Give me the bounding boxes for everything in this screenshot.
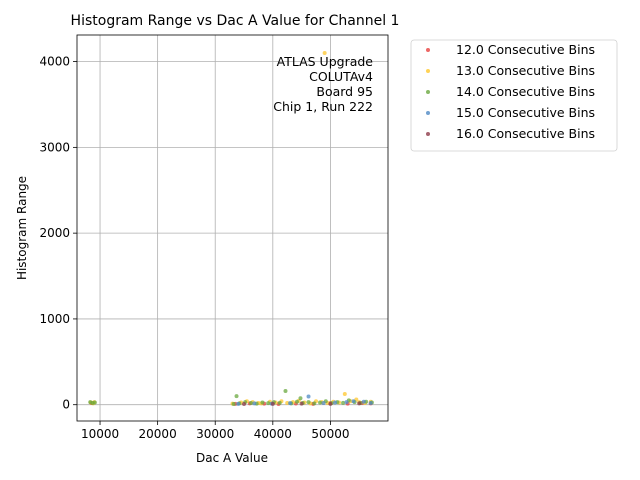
legend-entry: 16.0 Consecutive Bins — [456, 126, 595, 141]
data-point — [260, 400, 265, 405]
data-point — [252, 401, 257, 406]
data-point — [321, 400, 326, 405]
y-tick-label: 1000 — [39, 312, 70, 326]
x-tick-label: 30000 — [196, 427, 234, 441]
data-point — [266, 401, 271, 406]
data-point — [368, 400, 373, 405]
data-point — [333, 400, 338, 405]
data-point — [298, 396, 303, 401]
data-point — [283, 388, 288, 393]
y-axis-label: Histogram Range — [15, 176, 29, 280]
data-point — [242, 402, 247, 407]
x-tick-label: 20000 — [139, 427, 177, 441]
x-tick-label: 10000 — [81, 427, 119, 441]
data-point — [322, 51, 327, 56]
legend: 12.0 Consecutive Bins 13.0 Consecutive Bi… — [410, 39, 618, 152]
x-axis-label: Dac A Value — [196, 451, 268, 465]
legend-frame — [410, 39, 618, 152]
data-point — [344, 400, 349, 405]
legend-marker — [426, 48, 430, 52]
legend-entry: 12.0 Consecutive Bins — [456, 42, 595, 57]
legend-marker — [426, 132, 430, 136]
data-point — [306, 394, 311, 399]
data-point — [306, 400, 311, 405]
legend-entry: 13.0 Consecutive Bins — [456, 63, 595, 78]
x-tick-label: 50000 — [311, 427, 349, 441]
data-point — [285, 400, 290, 405]
annotation-line: COLUTAv4 — [309, 69, 373, 84]
data-point — [234, 394, 239, 399]
data-point — [236, 401, 241, 406]
data-point — [361, 399, 366, 404]
y-tick-label: 4000 — [39, 55, 70, 69]
data-point — [248, 400, 253, 405]
legend-marker — [426, 111, 430, 115]
data-point — [299, 401, 304, 406]
data-point — [342, 391, 347, 396]
data-point — [318, 400, 323, 405]
y-tick-label: 0 — [62, 398, 70, 412]
legend-entry: 14.0 Consecutive Bins — [456, 84, 595, 99]
legend-entry: 15.0 Consecutive Bins — [456, 105, 595, 120]
legend-marker — [426, 90, 430, 94]
data-point — [312, 401, 317, 406]
data-point — [328, 401, 333, 406]
data-point — [92, 400, 97, 405]
y-tick-label: 2000 — [39, 226, 70, 240]
y-tick-label: 3000 — [39, 140, 70, 154]
data-point — [231, 402, 236, 407]
chart-title: Histogram Range vs Dac A Value for Chann… — [71, 13, 400, 29]
x-axis-ticks: 10000 20000 30000 40000 50000 — [81, 421, 350, 441]
x-tick-label: 40000 — [254, 427, 292, 441]
annotation-box: ATLAS Upgrade COLUTAv4 Board 95 Chip 1, … — [273, 54, 373, 114]
plot-frame — [76, 34, 389, 422]
data-point — [357, 401, 362, 406]
data-points — [88, 51, 374, 407]
legend-marker — [426, 69, 430, 73]
annotation-line: ATLAS Upgrade — [277, 54, 374, 69]
y-axis-ticks: 0 1000 2000 3000 4000 — [39, 55, 77, 412]
data-point — [277, 400, 282, 405]
data-point — [288, 401, 293, 406]
data-point — [341, 400, 346, 405]
data-point — [295, 399, 300, 404]
annotation-line: Chip 1, Run 222 — [273, 99, 373, 114]
data-point — [351, 399, 356, 404]
data-point — [270, 401, 275, 406]
annotation-line: Board 95 — [316, 84, 373, 99]
